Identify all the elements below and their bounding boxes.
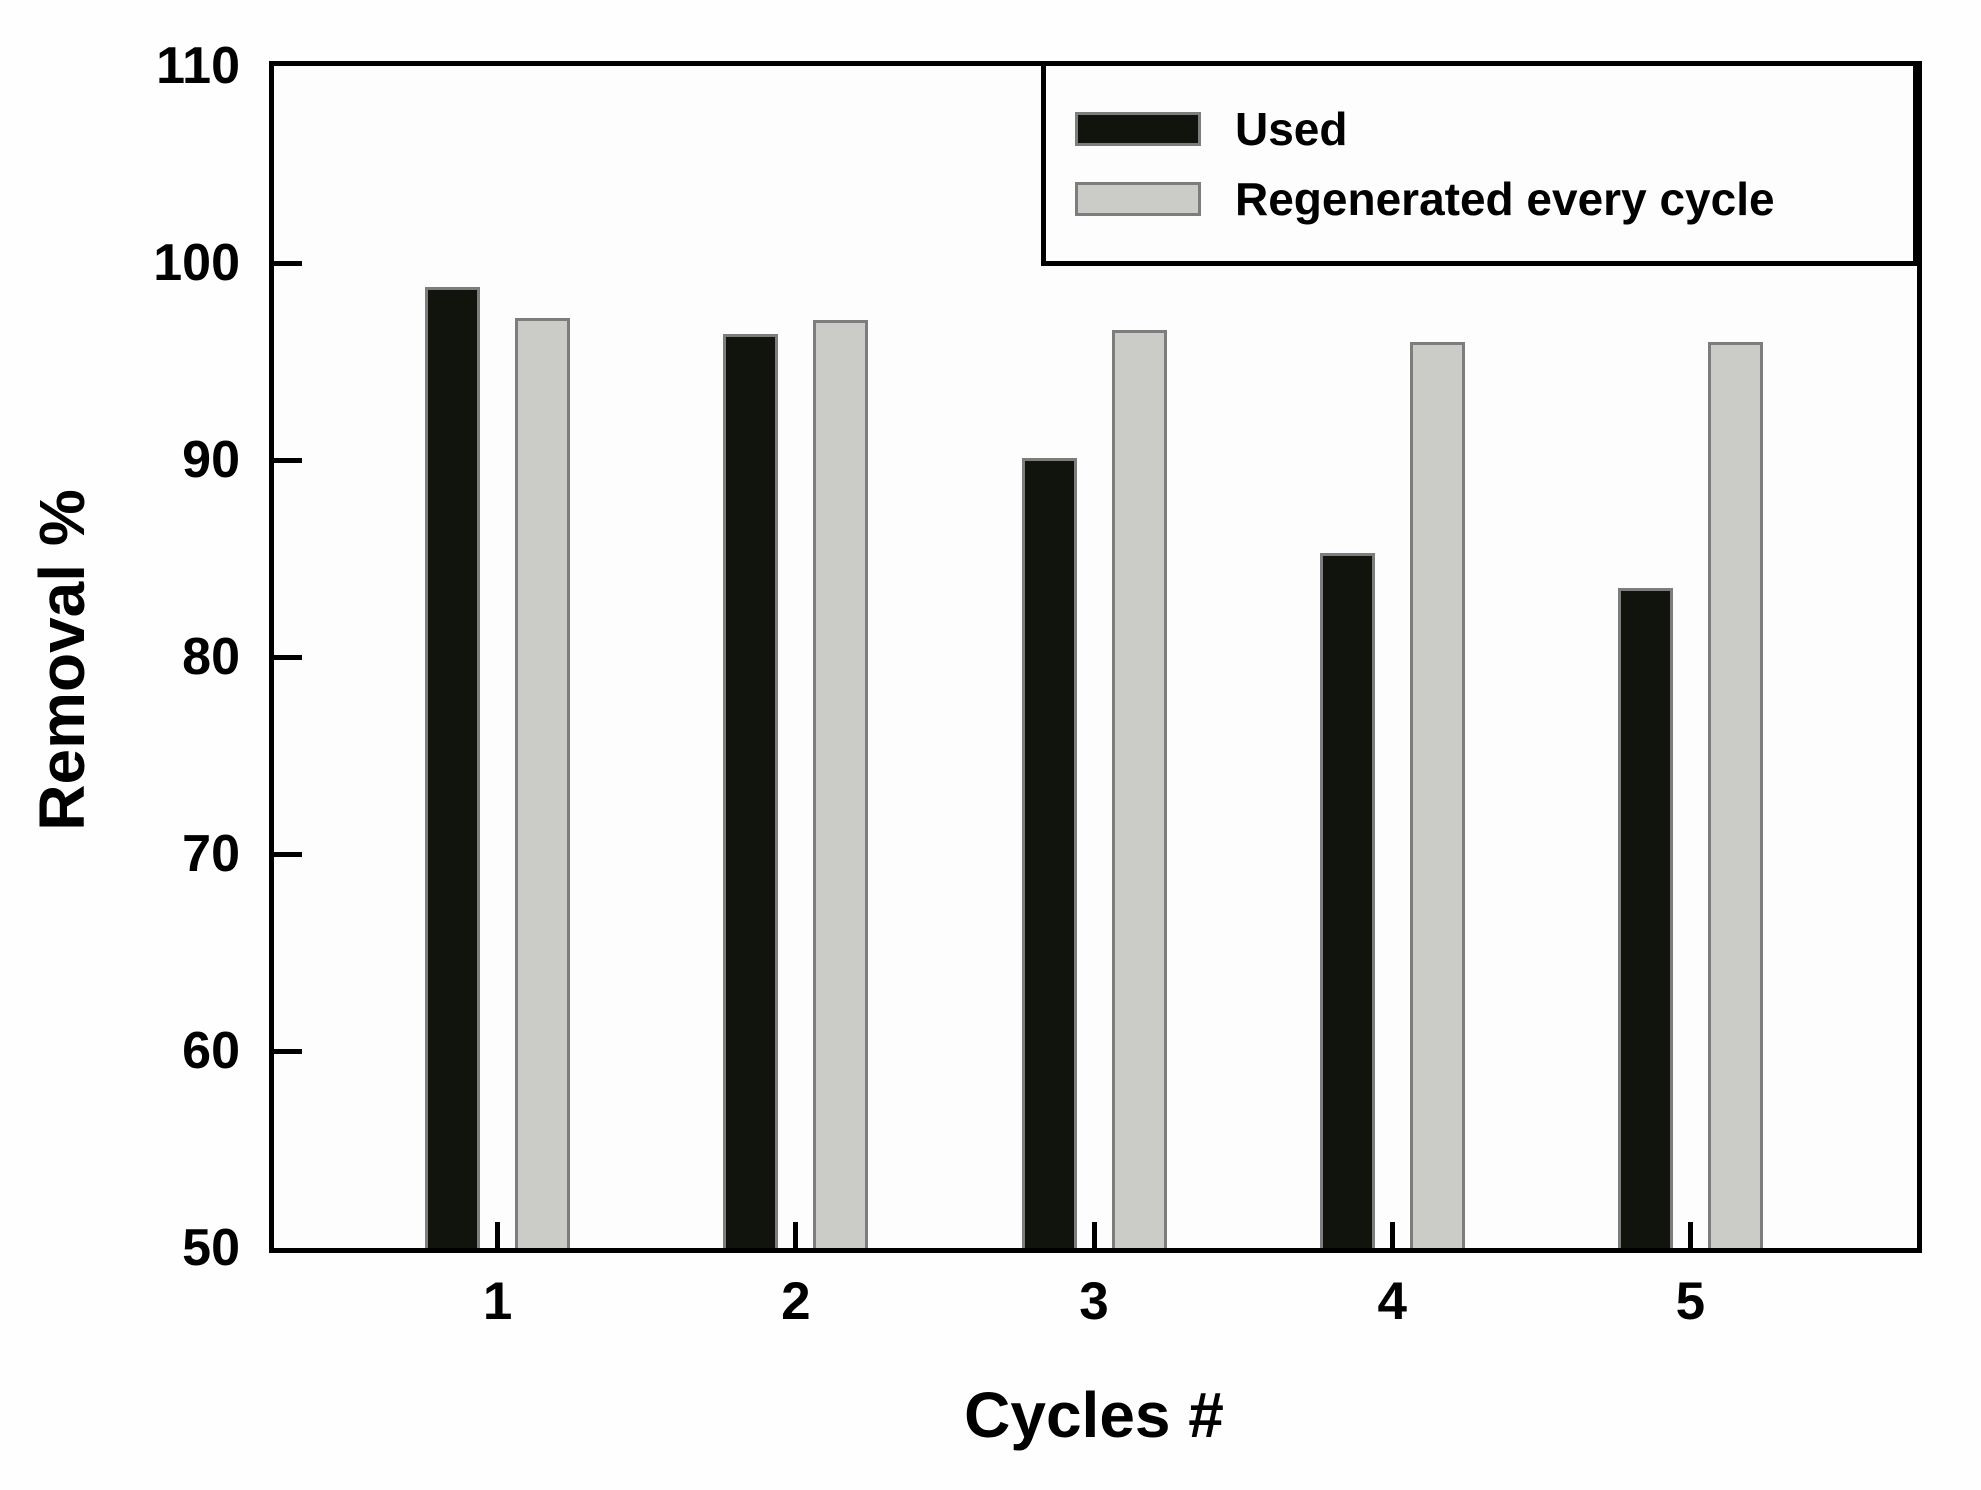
y-axis-tick-label-100: 100 bbox=[153, 234, 240, 292]
bar-used-cycle-3 bbox=[1021, 458, 1077, 1248]
x-axis-tick-4 bbox=[1389, 1222, 1395, 1248]
x-axis-tick-label-5: 5 bbox=[1675, 1272, 1706, 1331]
legend-swatch-used bbox=[1075, 112, 1201, 146]
x-axis-tick-3 bbox=[1091, 1222, 1097, 1248]
bar-regenerated-cycle-2 bbox=[813, 320, 869, 1248]
bar-used-cycle-1 bbox=[425, 286, 481, 1248]
bar-used-cycle-5 bbox=[1617, 588, 1673, 1248]
x-axis-tick-2 bbox=[793, 1222, 799, 1248]
y-axis-tick-label-70: 70 bbox=[182, 825, 240, 883]
legend-label-regenerated: Regenerated every cycle bbox=[1235, 173, 1775, 225]
x-axis-tick-label-2: 2 bbox=[781, 1272, 811, 1331]
x-axis-tick-label-1: 1 bbox=[482, 1272, 513, 1331]
legend-item-regenerated: Regenerated every cycle bbox=[1075, 173, 1913, 225]
y-axis-tick-label-90: 90 bbox=[182, 431, 240, 489]
x-axis-tick-1 bbox=[495, 1222, 501, 1248]
legend-item-used: Used bbox=[1075, 103, 1913, 155]
bar-regenerated-cycle-1 bbox=[515, 318, 571, 1248]
bar-used-cycle-2 bbox=[723, 333, 779, 1248]
y-axis-tick-label-50: 50 bbox=[182, 1219, 240, 1277]
y-axis-tick-60 bbox=[274, 1048, 302, 1054]
y-axis-tick-label-110: 110 bbox=[156, 37, 240, 95]
y-axis-tick-label-60: 60 bbox=[182, 1022, 240, 1080]
x-axis-tick-5 bbox=[1687, 1222, 1693, 1248]
x-axis-tick-label-3: 3 bbox=[1079, 1272, 1109, 1331]
plot-inner bbox=[274, 66, 1917, 1248]
bar-regenerated-cycle-5 bbox=[1707, 341, 1763, 1248]
x-axis-tick-label-4: 4 bbox=[1377, 1272, 1407, 1331]
bar-regenerated-cycle-3 bbox=[1111, 329, 1167, 1248]
y-axis-tick-70 bbox=[274, 851, 302, 857]
legend-swatch-regenerated bbox=[1075, 182, 1201, 216]
legend: Used Regenerated every cycle bbox=[1041, 61, 1918, 266]
legend-label-used: Used bbox=[1235, 103, 1348, 155]
y-axis-tick-80 bbox=[274, 654, 302, 660]
bar-used-cycle-4 bbox=[1319, 552, 1375, 1248]
y-axis-tick-100 bbox=[274, 260, 302, 266]
y-axis-tick-90 bbox=[274, 457, 302, 463]
y-axis-tick-label-80: 80 bbox=[182, 628, 240, 686]
bar-regenerated-cycle-4 bbox=[1409, 341, 1465, 1248]
x-axis-title: Cycles # bbox=[964, 1379, 1224, 1451]
